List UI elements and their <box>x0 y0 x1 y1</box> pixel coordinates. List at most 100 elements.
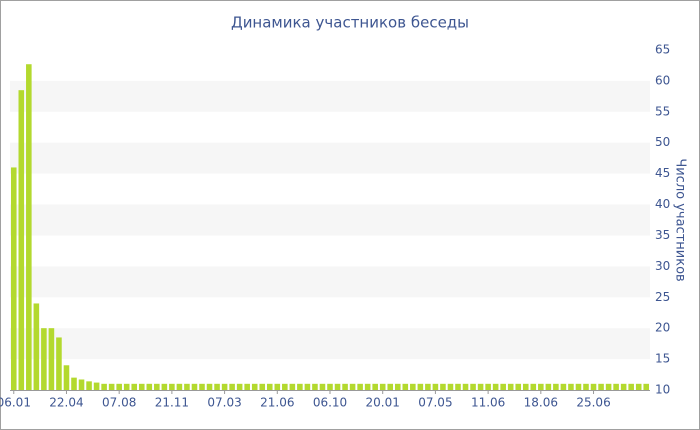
y-tick-label: 50 <box>655 135 670 149</box>
x-tick-label: 06.10 <box>313 396 347 410</box>
bar <box>244 383 250 390</box>
bar <box>56 337 62 390</box>
bar <box>138 383 145 390</box>
bar <box>553 383 559 390</box>
bar <box>357 383 363 390</box>
bar <box>71 377 77 390</box>
bar <box>402 383 409 390</box>
bar <box>108 383 115 390</box>
bar <box>635 383 642 390</box>
bar <box>251 383 258 390</box>
bar <box>560 383 567 390</box>
bar <box>297 383 303 390</box>
y-tick-label: 60 <box>655 73 670 87</box>
bar <box>176 383 183 390</box>
x-tick-label: 25.06 <box>576 396 610 410</box>
y-axis-label: Число участников <box>673 158 688 281</box>
bar <box>327 383 333 390</box>
bar <box>319 383 326 390</box>
bar <box>342 383 348 390</box>
bar <box>470 383 476 390</box>
y-tick-label: 15 <box>655 352 670 366</box>
bar <box>146 383 153 390</box>
x-tick-label: 11.06 <box>471 396 505 410</box>
chart-title: Динамика участников беседы <box>231 14 469 32</box>
bar <box>440 383 446 390</box>
grid-band <box>10 80 650 112</box>
x-tick-label: 06.01 <box>0 396 31 410</box>
bar <box>199 383 205 390</box>
bar <box>206 383 213 390</box>
y-tick-label: 25 <box>655 290 670 304</box>
y-tick-label: 45 <box>655 166 670 180</box>
bar <box>447 383 454 390</box>
bar <box>116 383 122 390</box>
grid-band <box>10 142 650 174</box>
bar <box>500 383 506 390</box>
bar <box>583 383 589 390</box>
bar <box>575 383 582 390</box>
bar <box>613 383 619 390</box>
bar <box>18 90 25 390</box>
x-tick-label: 07.08 <box>102 396 136 410</box>
bar <box>191 383 198 390</box>
bar <box>214 383 220 390</box>
bar <box>274 383 281 390</box>
x-tick-label: 07.05 <box>418 396 452 410</box>
bar <box>259 383 266 390</box>
bar <box>282 383 288 390</box>
bar <box>387 383 394 390</box>
bar <box>184 383 190 390</box>
grid-band <box>10 204 650 236</box>
bar <box>123 383 130 390</box>
bar <box>425 383 431 390</box>
y-tick-label: 10 <box>655 383 670 397</box>
x-tick-label: 21.06 <box>260 396 294 410</box>
bar <box>394 383 401 390</box>
bar <box>432 383 439 390</box>
bar <box>545 383 552 390</box>
bar <box>605 383 612 390</box>
bar <box>26 64 32 390</box>
bar <box>86 381 92 390</box>
x-tick-label: 20.01 <box>366 396 400 410</box>
bar <box>507 383 514 390</box>
y-tick-label: 35 <box>655 228 670 242</box>
bar <box>628 383 634 390</box>
bar <box>78 379 85 390</box>
bar <box>530 383 537 390</box>
bar <box>221 383 228 390</box>
x-tick-label: 18.06 <box>524 396 558 410</box>
bar <box>477 383 484 390</box>
bar <box>48 328 55 390</box>
bar <box>590 383 597 390</box>
bar <box>522 383 529 390</box>
bar <box>538 383 544 390</box>
bar <box>379 383 386 390</box>
bar <box>417 383 424 390</box>
x-tick-label: 21.11 <box>155 396 189 410</box>
bar <box>515 383 522 390</box>
y-tick-label: 30 <box>655 259 670 273</box>
bar <box>598 383 604 390</box>
bar <box>41 328 47 390</box>
bar <box>229 383 235 390</box>
grid-band <box>10 328 650 360</box>
bar <box>101 383 107 390</box>
bar <box>410 383 416 390</box>
bar <box>364 383 371 390</box>
bar <box>33 303 40 390</box>
x-tick-label: 22.04 <box>49 396 83 410</box>
bar <box>63 365 70 390</box>
y-tick-label: 65 <box>655 43 670 57</box>
bar <box>169 383 175 390</box>
bar <box>462 383 469 390</box>
bar <box>236 383 243 390</box>
y-tick-label: 55 <box>655 104 670 118</box>
bar <box>568 383 574 390</box>
bar <box>93 382 100 390</box>
bar <box>304 383 311 390</box>
bar <box>266 383 273 390</box>
bar <box>131 383 138 390</box>
